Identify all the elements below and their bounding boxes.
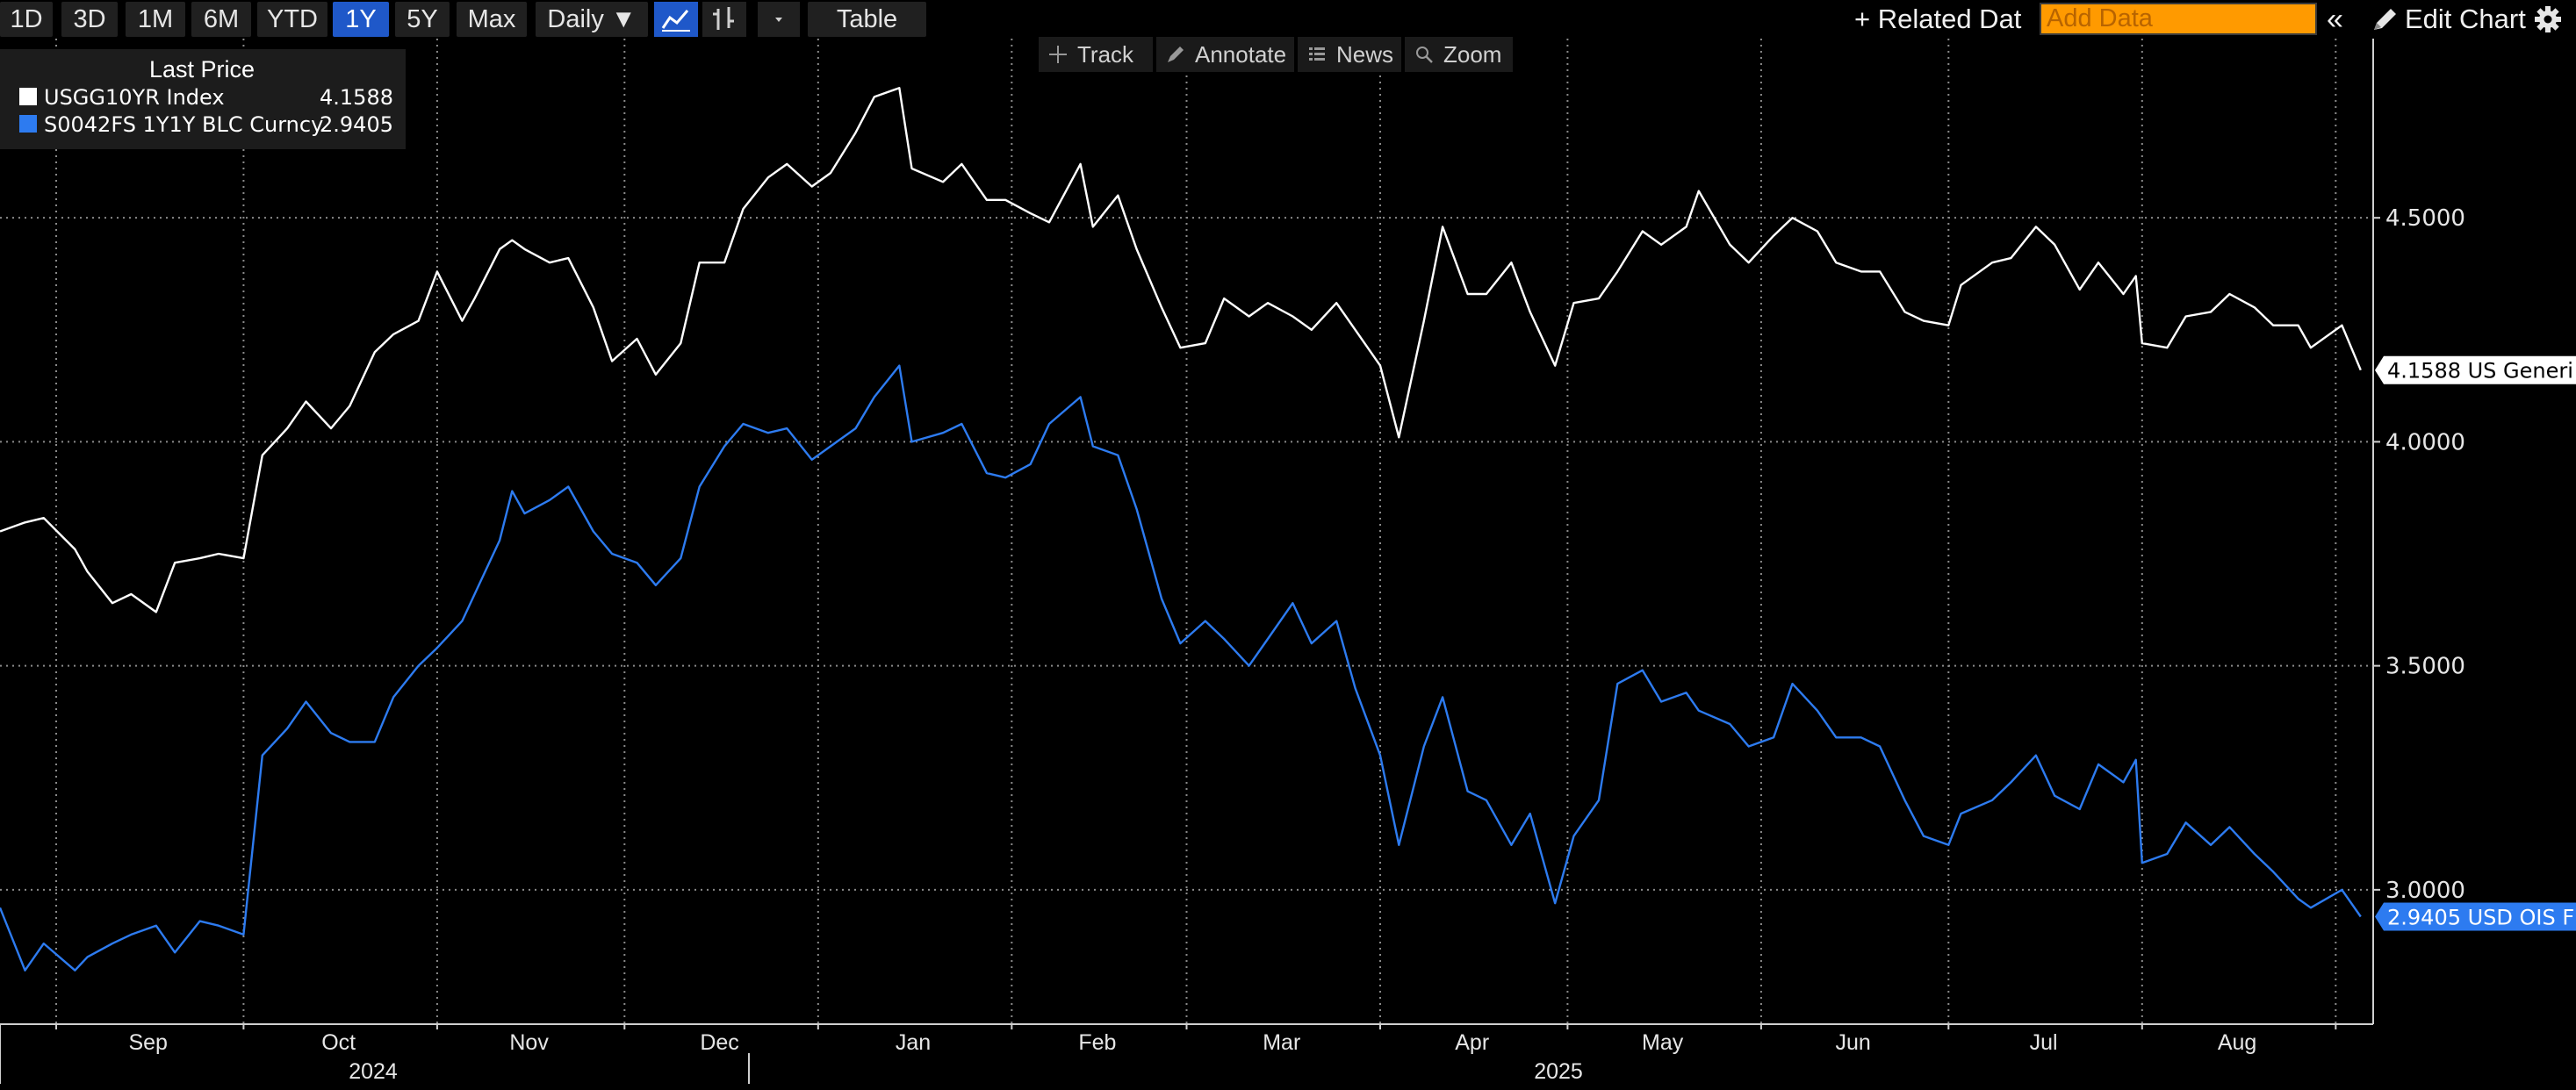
range-1m-button[interactable]: 1M bbox=[126, 2, 185, 37]
series-line-1[interactable] bbox=[0, 364, 2362, 972]
track-label: Track bbox=[1077, 41, 1134, 68]
legend-swatch-white bbox=[19, 88, 37, 105]
chart-toolbar: 1D 3D 1M 6M YTD 1Y 5Y Max Daily ▼ Table … bbox=[0, 0, 2576, 39]
edit-chart-button[interactable]: Edit Chart bbox=[2405, 4, 2526, 34]
range-6m-button[interactable]: 6M bbox=[191, 2, 251, 37]
track-tool-button[interactable]: Track bbox=[1039, 37, 1153, 72]
magnifier-icon bbox=[1416, 47, 1433, 63]
x-month-label: Mar bbox=[1263, 1030, 1300, 1055]
annotate-label: Annotate bbox=[1195, 41, 1287, 68]
x-month-label: Aug bbox=[2218, 1030, 2256, 1055]
x-year-label: 2025 bbox=[1534, 1059, 1583, 1084]
y-tick-label: 4.0000 bbox=[2385, 429, 2465, 455]
x-month-label: Dec bbox=[700, 1030, 738, 1055]
add-data-input[interactable] bbox=[2040, 3, 2317, 35]
range-ytd-button[interactable]: YTD bbox=[257, 2, 327, 37]
last-value-label-0: 4.1588 US Generi bbox=[2375, 355, 2576, 384]
annotate-pencil-icon bbox=[1168, 47, 1184, 62]
y-tick-label: 4.5000 bbox=[2385, 205, 2465, 232]
line-chart-icon[interactable] bbox=[654, 2, 698, 37]
x-month-label: Feb bbox=[1078, 1030, 1116, 1055]
legend-series-value: 2.9405 bbox=[320, 112, 393, 137]
pencil-icon[interactable] bbox=[2367, 2, 2402, 37]
range-1y-button[interactable]: 1Y bbox=[333, 2, 389, 37]
chart-series bbox=[0, 86, 2362, 972]
x-month-label: Jan bbox=[896, 1030, 931, 1055]
x-year-label: 2024 bbox=[349, 1059, 398, 1084]
chart-axes: 4.5000 4.0000 3.5000 3.0000 Sep Oct Nov Dec Jan F… bbox=[0, 39, 2465, 1084]
x-month-label: Sep bbox=[128, 1030, 167, 1055]
frequency-dropdown[interactable]: Daily ▼ bbox=[536, 2, 648, 37]
gear-icon[interactable] bbox=[2530, 2, 2565, 37]
collapse-toolbar-icon[interactable]: « bbox=[2327, 3, 2343, 36]
x-month-label: Nov bbox=[509, 1030, 549, 1055]
chart-type-dropdown-icon[interactable] bbox=[758, 2, 800, 37]
crosshair-icon bbox=[1049, 46, 1067, 63]
table-button[interactable]: Table bbox=[808, 2, 926, 37]
annotate-tool-button[interactable]: Annotate bbox=[1156, 37, 1294, 72]
last-value-tag bbox=[2375, 902, 2576, 931]
last-value-text: 2.9405 USD OIS F bbox=[2387, 905, 2574, 929]
last-value-tag bbox=[2375, 355, 2576, 384]
y-tick-label: 3.5000 bbox=[2385, 654, 2465, 680]
range-1d-button[interactable]: 1D bbox=[0, 2, 53, 37]
series-line-0[interactable] bbox=[0, 86, 2362, 613]
zoom-label: Zoom bbox=[1443, 41, 1502, 68]
candlestick-icon[interactable] bbox=[702, 2, 746, 37]
x-month-label: Oct bbox=[321, 1030, 356, 1055]
x-month-label: Jun bbox=[1835, 1030, 1870, 1055]
legend-series-value: 4.1588 bbox=[320, 85, 393, 110]
news-icon bbox=[1309, 47, 1325, 61]
legend-title: Last Price bbox=[149, 56, 255, 82]
related-data-button[interactable]: + Related Dat bbox=[1854, 4, 2022, 34]
legend-swatch-blue bbox=[19, 115, 37, 133]
range-3d-button[interactable]: 3D bbox=[61, 2, 118, 37]
chart-labels: 4.1588 US Generi 2.9405 USD OIS F bbox=[2375, 355, 2576, 931]
range-max-button[interactable]: Max bbox=[457, 2, 527, 37]
news-tool-button[interactable]: News bbox=[1298, 37, 1401, 72]
last-value-label-1: 2.9405 USD OIS F bbox=[2375, 902, 2576, 931]
legend-item-s0042fs[interactable]: S0042FS 1Y1Y BLC Curncy 2.9405 bbox=[0, 111, 406, 138]
last-value-text: 4.1588 US Generi bbox=[2387, 359, 2573, 384]
legend-series-name: S0042FS 1Y1Y BLC Curncy bbox=[44, 112, 324, 137]
y-tick-label: 3.0000 bbox=[2385, 878, 2465, 904]
chart-grid bbox=[0, 39, 2373, 1024]
legend-series-name: USGG10YR Index bbox=[44, 85, 225, 110]
chart-legend: Last Price USGG10YR Index 4.1588 S0042FS… bbox=[0, 49, 406, 149]
legend-item-usgg10yr[interactable]: USGG10YR Index 4.1588 bbox=[0, 84, 406, 111]
zoom-tool-button[interactable]: Zoom bbox=[1405, 37, 1513, 72]
x-month-label: Apr bbox=[1455, 1030, 1489, 1055]
x-month-label: May bbox=[1642, 1030, 1684, 1055]
range-5y-button[interactable]: 5Y bbox=[395, 2, 450, 37]
x-month-label: Jul bbox=[2030, 1030, 2058, 1055]
news-label: News bbox=[1336, 41, 1394, 68]
